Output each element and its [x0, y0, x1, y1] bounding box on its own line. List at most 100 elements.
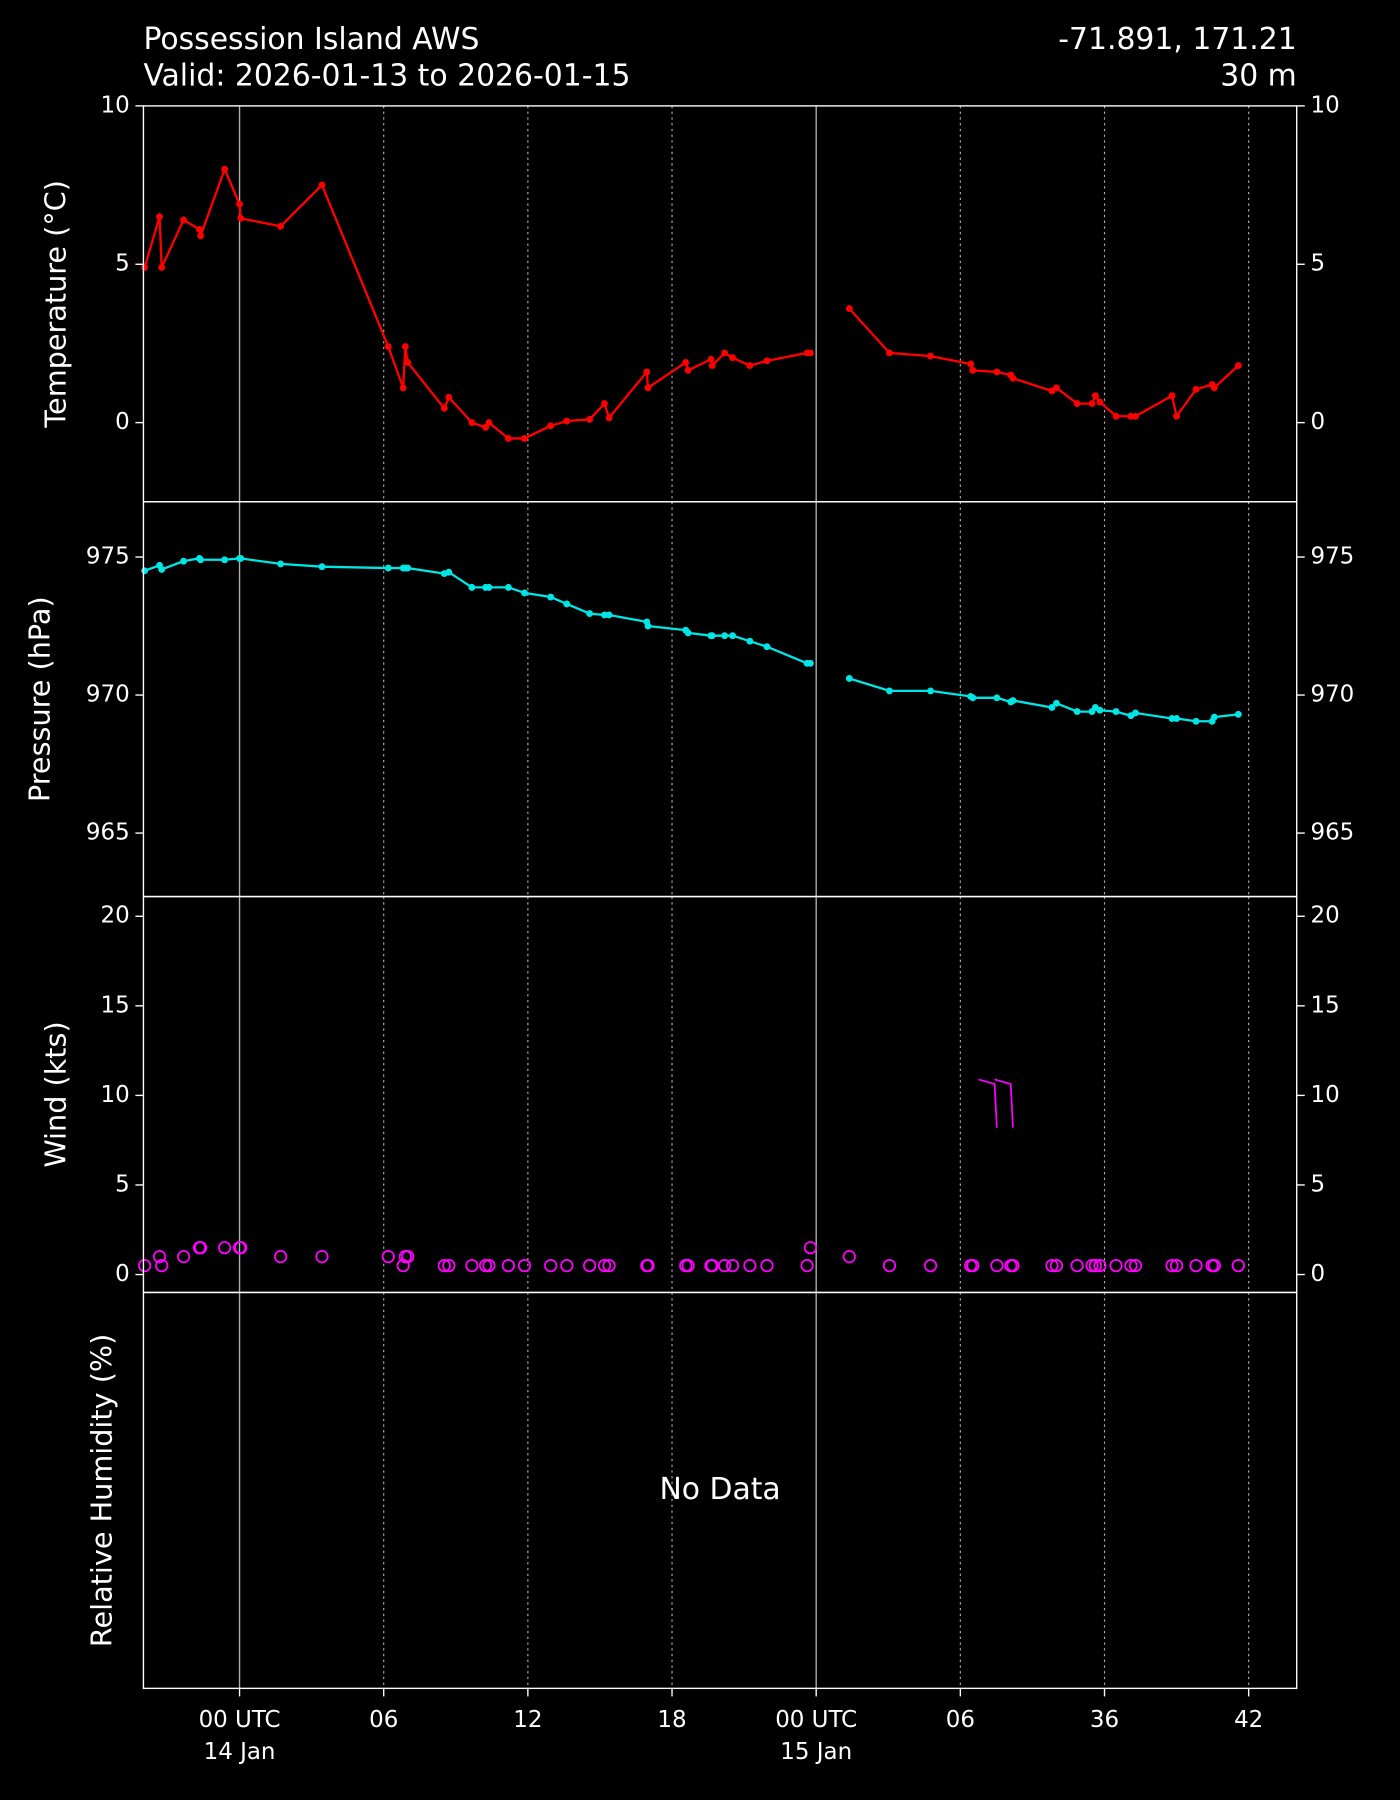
- data-point: [468, 419, 476, 427]
- data-point: [560, 1258, 574, 1273]
- data-point: [485, 419, 493, 427]
- data-point: [318, 181, 326, 189]
- data-point: [155, 1258, 169, 1273]
- data-point: [384, 343, 392, 351]
- data-point: [586, 416, 594, 423]
- data-point: [141, 567, 149, 575]
- data-point: [1192, 717, 1200, 725]
- data-point: [468, 583, 476, 591]
- data-point: [1088, 400, 1096, 408]
- data-point: [274, 1250, 288, 1264]
- data-point: [886, 687, 893, 695]
- data-point: [218, 1241, 232, 1255]
- data-point: [763, 357, 771, 365]
- data-point: [743, 1258, 757, 1273]
- data-point: [729, 632, 737, 640]
- y-tick-label: 20: [1310, 903, 1339, 929]
- panel-frame: [142, 1291, 1298, 1690]
- data-point: [563, 417, 571, 425]
- data-point: [707, 355, 715, 363]
- data-point: [1234, 710, 1242, 718]
- x-tick-label: 18: [657, 1707, 686, 1733]
- data-point: [1073, 400, 1081, 408]
- data-point: [437, 1258, 451, 1273]
- data-point: [1112, 412, 1120, 420]
- y-tick-label: 10: [100, 92, 129, 118]
- data-point: [381, 1250, 395, 1264]
- data-point: [482, 423, 490, 431]
- data-point: [1128, 1258, 1143, 1273]
- data-point: [1169, 1258, 1184, 1273]
- data-point: [1053, 384, 1060, 392]
- data-point: [990, 1258, 1004, 1273]
- data-point: [1049, 1258, 1064, 1273]
- data-point: [806, 659, 814, 667]
- data-point: [445, 568, 453, 576]
- data-point: [1006, 1258, 1020, 1273]
- data-point: [1093, 1258, 1107, 1273]
- wind-barb: [994, 1078, 1014, 1128]
- data-point: [1112, 708, 1120, 716]
- data-point: [197, 556, 205, 564]
- data-point: [1210, 713, 1218, 721]
- data-point: [969, 694, 977, 702]
- data-point: [967, 360, 975, 368]
- x-tick-label: 15 Jan: [780, 1739, 852, 1765]
- data-point: [721, 632, 729, 640]
- data-point: [482, 1258, 496, 1273]
- data-point: [705, 1258, 719, 1273]
- data-point: [399, 384, 407, 392]
- chart-subtitle: Valid: 2026-01-13 to 2026-01-15: [143, 59, 630, 94]
- data-point: [729, 354, 737, 362]
- data-point: [1088, 1258, 1102, 1273]
- chart-title: Possession Island AWS: [143, 22, 479, 57]
- x-tick-label: 42: [1234, 1707, 1263, 1733]
- data-point: [597, 1258, 612, 1273]
- annotation: No Data: [659, 1472, 780, 1507]
- data-point: [152, 1250, 167, 1264]
- data-point: [384, 564, 392, 572]
- y-tick-label: 970: [86, 682, 130, 708]
- y-tick-label: 10: [1310, 92, 1339, 118]
- data-point: [763, 643, 771, 651]
- data-point: [1073, 708, 1081, 716]
- data-point: [718, 1258, 732, 1273]
- data-point: [1189, 1258, 1203, 1273]
- data-point: [725, 1258, 740, 1273]
- data-point: [1132, 709, 1139, 717]
- data-point: [221, 556, 229, 564]
- y-tick-label: 15: [1310, 992, 1339, 1018]
- data-point: [517, 1258, 532, 1273]
- data-point: [544, 1258, 558, 1273]
- y-tick-label: 965: [86, 820, 130, 846]
- data-point: [605, 611, 613, 619]
- data-point: [180, 216, 188, 224]
- y-tick-label: 975: [1310, 544, 1354, 570]
- data-point: [1207, 1258, 1221, 1273]
- y-tick-label: 5: [115, 1171, 130, 1197]
- y-tick-label: 0: [115, 1261, 130, 1287]
- y-axis-label: Relative Humidity (%): [84, 1334, 118, 1647]
- data-point: [760, 1258, 774, 1273]
- y-axis-label: Temperature (°C): [38, 180, 72, 428]
- data-point: [845, 305, 853, 313]
- data-point: [195, 225, 203, 233]
- y-tick-label: 5: [115, 251, 130, 277]
- y-tick-label: 0: [1310, 409, 1325, 435]
- wind-barb: [978, 1078, 998, 1128]
- data-point: [547, 422, 555, 430]
- data-point: [927, 687, 934, 695]
- data-point: [158, 565, 166, 573]
- data-point: [721, 349, 729, 357]
- data-point: [236, 200, 243, 208]
- data-point: [927, 352, 934, 360]
- data-point: [708, 632, 716, 640]
- y-tick-label: 5: [1310, 1171, 1325, 1197]
- data-point: [681, 1258, 695, 1273]
- data-point: [583, 1258, 597, 1273]
- data-point: [605, 414, 613, 422]
- data-point: [563, 600, 571, 608]
- data-point: [465, 1258, 479, 1273]
